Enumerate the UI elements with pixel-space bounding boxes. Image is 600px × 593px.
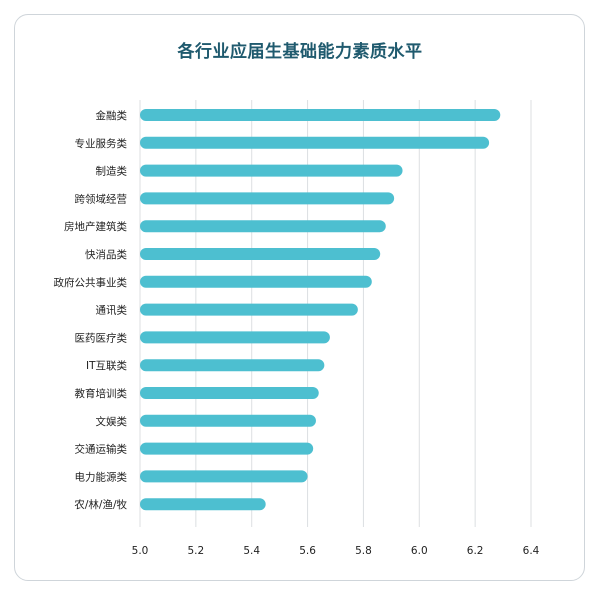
category-label: 农/林/渔/牧 bbox=[74, 498, 127, 511]
category-label: 跨领域经营 bbox=[75, 192, 128, 205]
category-label: 快消品类 bbox=[85, 248, 127, 261]
bar bbox=[140, 359, 325, 372]
category-label: 专业服务类 bbox=[75, 137, 128, 150]
category-label: 医药医疗类 bbox=[75, 331, 128, 344]
x-tick-label: 5.4 bbox=[243, 545, 260, 557]
x-tick-label: 5.2 bbox=[188, 545, 205, 557]
x-tick-label: 6.2 bbox=[467, 545, 484, 557]
bar bbox=[140, 331, 330, 344]
bars bbox=[140, 109, 501, 511]
x-tick-label: 6.0 bbox=[411, 545, 428, 557]
bar bbox=[140, 136, 490, 149]
x-tick-label: 6.4 bbox=[523, 545, 540, 557]
category-label: 政府公共事业类 bbox=[54, 276, 128, 289]
x-tick-label: 5.6 bbox=[299, 545, 316, 557]
x-tick-labels: 5.0 5.2 5.4 5.6 5.8 6.0 6.2 6.4 bbox=[132, 545, 540, 557]
category-label: 文娱类 bbox=[96, 415, 128, 428]
x-tick-label: 5.0 bbox=[132, 545, 149, 557]
category-label: 房地产建筑类 bbox=[64, 220, 127, 233]
bar bbox=[140, 414, 316, 427]
bar bbox=[140, 220, 386, 233]
category-labels: 金融类专业服务类制造类跨领域经营房地产建筑类快消品类政府公共事业类通讯类医药医疗… bbox=[54, 109, 128, 511]
category-label: 交通运输类 bbox=[75, 443, 128, 456]
bar bbox=[140, 248, 381, 260]
bar bbox=[140, 387, 319, 399]
category-label: 金融类 bbox=[96, 109, 128, 122]
bar bbox=[140, 470, 308, 483]
category-label: IT互联类 bbox=[86, 359, 128, 372]
bar bbox=[140, 275, 372, 288]
bar bbox=[140, 442, 314, 455]
category-label: 电力能源类 bbox=[75, 470, 128, 483]
chart-card bbox=[14, 14, 585, 581]
x-tick-label: 5.8 bbox=[355, 545, 372, 557]
bar bbox=[140, 192, 395, 205]
category-label: 通讯类 bbox=[96, 304, 128, 317]
bar bbox=[140, 498, 266, 511]
chart-title: 各行业应届生基础能力素质水平 bbox=[177, 42, 423, 62]
category-label: 教育培训类 bbox=[75, 387, 128, 400]
category-label: 制造类 bbox=[96, 165, 128, 178]
bar bbox=[140, 109, 501, 121]
bar bbox=[140, 164, 403, 177]
bar bbox=[140, 303, 358, 316]
